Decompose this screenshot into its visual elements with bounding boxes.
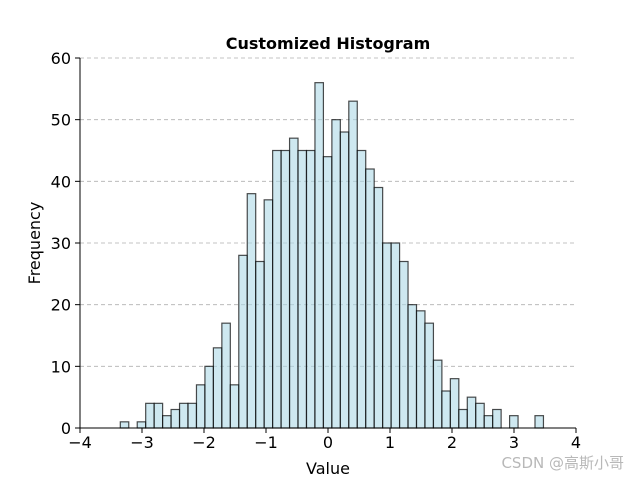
- histogram-bar: [187, 402, 198, 429]
- histogram-bars: [119, 82, 545, 429]
- x-tick-label: −1: [254, 433, 278, 452]
- histogram-bar: [432, 359, 443, 429]
- histogram-bar: [119, 421, 130, 429]
- histogram-bar: [449, 378, 460, 429]
- x-tick-label: −4: [68, 433, 92, 452]
- histogram-bar: [238, 254, 248, 429]
- y-tick-label: 60: [51, 49, 71, 68]
- x-tick-label: 0: [323, 433, 333, 452]
- histogram-bar: [272, 149, 282, 429]
- histogram-bar: [331, 119, 341, 429]
- watermark: CSDN @高斯小哥: [501, 454, 624, 472]
- histogram-bar: [458, 408, 468, 429]
- histogram-bar: [398, 260, 409, 429]
- histogram-bar: [136, 421, 147, 429]
- histogram-bar: [365, 168, 375, 429]
- histogram-bar: [246, 193, 257, 429]
- histogram-bar: [195, 384, 206, 429]
- histogram-bar: [263, 199, 274, 429]
- x-tick-label: 1: [385, 433, 395, 452]
- y-tick-label: 10: [51, 357, 71, 376]
- histogram-bar: [178, 402, 189, 429]
- x-tick-label: 3: [509, 433, 519, 452]
- histogram-bar: [322, 156, 333, 429]
- histogram-bar: [280, 149, 291, 429]
- x-tick-label: 4: [571, 433, 581, 452]
- histogram-bar: [508, 415, 519, 429]
- y-tick-label: 50: [51, 111, 71, 130]
- histogram-bar: [339, 131, 350, 429]
- histogram-bar: [492, 408, 502, 429]
- histogram-bar: [145, 402, 155, 429]
- y-tick-label: 0: [61, 419, 71, 438]
- histogram-bar: [534, 415, 545, 429]
- histogram-bar: [305, 149, 316, 429]
- histogram-bar: [162, 415, 172, 429]
- y-axis-ticks: 0 10 20 30 40 50 60: [51, 49, 80, 438]
- histogram-bar: [288, 137, 299, 429]
- x-tick-label: 2: [447, 433, 457, 452]
- histogram-bar: [382, 242, 392, 429]
- x-tick-label: −2: [192, 433, 216, 452]
- histogram-bar: [390, 242, 401, 429]
- histogram-bar: [314, 82, 325, 429]
- histogram-bar: [204, 365, 214, 429]
- histogram-bar: [221, 322, 231, 429]
- x-axis-ticks: −4 −3 −2 −1 0 1 2 3 4: [68, 428, 581, 452]
- chart-title: Customized Histogram: [226, 34, 431, 53]
- histogram-bar: [466, 396, 477, 429]
- histogram-bar: [153, 402, 164, 429]
- histogram-bar: [483, 415, 494, 429]
- histogram-bar: [356, 149, 367, 429]
- histogram-bar: [348, 100, 358, 429]
- histogram-bar: [229, 384, 240, 429]
- y-tick-label: 20: [51, 296, 71, 315]
- histogram-bar: [415, 310, 426, 429]
- histogram-bar: [170, 408, 181, 429]
- histogram-bar: [297, 149, 308, 429]
- histogram-bar: [441, 390, 451, 429]
- y-axis-label: Frequency: [25, 202, 44, 285]
- histogram-bar: [424, 322, 435, 429]
- x-axis-label: Value: [306, 459, 350, 478]
- histogram-bar: [475, 402, 485, 429]
- histogram-bar: [255, 260, 265, 429]
- y-tick-label: 40: [51, 172, 71, 191]
- y-tick-label: 30: [51, 234, 71, 253]
- histogram-bar: [407, 304, 418, 429]
- histogram-bar: [373, 186, 384, 429]
- x-tick-label: −3: [130, 433, 154, 452]
- histogram-bar: [212, 347, 223, 429]
